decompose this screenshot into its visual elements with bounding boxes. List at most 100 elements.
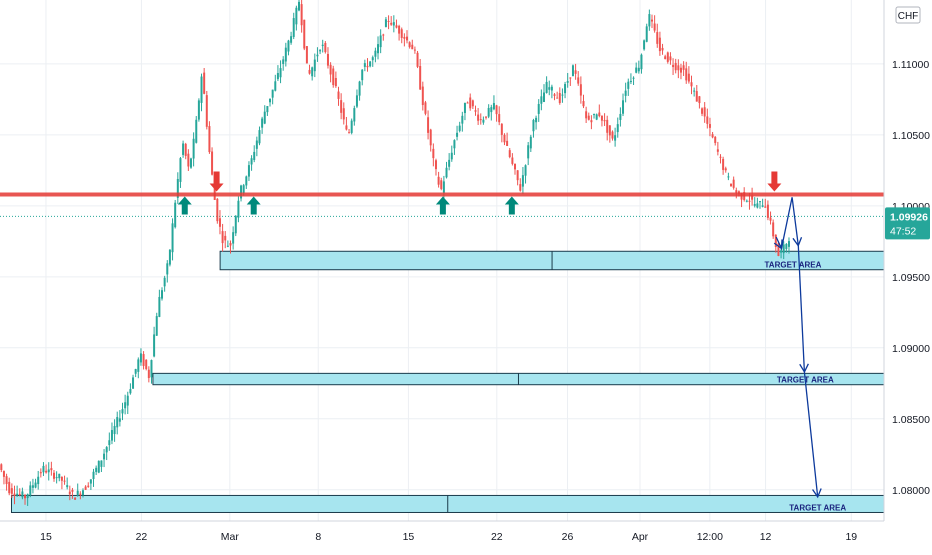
candle-body [627, 81, 630, 89]
candle-body [253, 151, 256, 160]
candle-body [255, 140, 258, 149]
candle-body [68, 491, 71, 495]
candle-body [664, 56, 667, 60]
candle-body [737, 191, 740, 194]
time-axis[interactable]: 15 22 Mar 8 15 22 26 Apr 12:00 12 19 [0, 520, 932, 550]
candle-body [390, 22, 393, 25]
candle-body [42, 465, 45, 473]
candle-body [358, 81, 361, 96]
candle-body [271, 89, 274, 98]
candle-body [371, 57, 374, 61]
time-tick-label: 26 [562, 531, 574, 543]
candle-body [748, 200, 751, 202]
candle-body [701, 108, 704, 114]
candle-body [37, 476, 40, 485]
candle-body [26, 494, 29, 499]
candle-body [553, 94, 556, 96]
candle-body [408, 42, 411, 48]
candle-body [161, 290, 164, 299]
currency-label: CHF [898, 11, 919, 22]
candle-body [514, 164, 517, 170]
candle-body [89, 479, 92, 484]
candle-body [759, 201, 762, 203]
candle-body [121, 409, 124, 414]
candle-body [724, 168, 727, 171]
candle-body [97, 460, 100, 473]
currency-badge [895, 6, 921, 24]
candle-body [564, 84, 567, 94]
candle-body [195, 119, 198, 143]
candle-body [558, 93, 561, 103]
candle-body [377, 44, 380, 54]
candle-body [521, 175, 524, 187]
candle-body [619, 113, 622, 120]
candle-body [719, 156, 722, 158]
candle-body [16, 493, 19, 496]
candle-body [21, 491, 24, 498]
candle-body [419, 65, 422, 90]
candle-body [582, 101, 585, 107]
candle-body [614, 135, 617, 141]
candle-body [303, 19, 306, 49]
candle-body [334, 78, 337, 87]
candle-body [766, 204, 769, 218]
candle-body [751, 195, 754, 200]
candle-body [645, 26, 648, 42]
candle-body [287, 40, 290, 52]
candle-body [574, 70, 577, 74]
candle-body [732, 179, 735, 188]
candle-body [706, 116, 709, 124]
price-tag-value: 1.09926 [890, 211, 928, 223]
candle-body [182, 143, 185, 155]
candle-body [324, 42, 327, 53]
price-tick-label: 1.08000 [892, 485, 930, 497]
candle-body [764, 206, 767, 208]
candle-body [105, 447, 108, 453]
time-tick-label: Mar [221, 531, 240, 543]
candle-body [150, 360, 153, 378]
candle-body [211, 151, 214, 175]
candle-body [95, 467, 98, 472]
candle-body [629, 80, 632, 83]
candle-body [611, 131, 614, 139]
candle-body [785, 244, 788, 250]
projection-line [775, 197, 819, 497]
candle-body [384, 19, 387, 27]
candle-body [622, 100, 625, 114]
price-axis[interactable]: 1.080001.085001.090001.095001.100001.105… [883, 0, 932, 550]
candle-body [155, 316, 158, 336]
candle-body [290, 36, 293, 43]
candle-body [197, 100, 200, 120]
candle-body [369, 61, 372, 67]
time-tick-label: Apr [632, 531, 649, 543]
candle-body [374, 50, 377, 57]
candle-body [448, 159, 451, 167]
candle-body [224, 235, 227, 241]
candle-body [593, 114, 596, 116]
time-tick-label: 15 [40, 531, 52, 543]
candle-body [250, 158, 253, 165]
candle-body [66, 485, 69, 488]
candle-body [598, 112, 601, 117]
candle-body [550, 86, 553, 91]
candle-body [168, 249, 171, 265]
candle-body [458, 125, 461, 131]
candle-body [213, 180, 216, 200]
price-tick-label: 1.09000 [892, 343, 930, 355]
price-tag: 1.09926 47:52 [885, 207, 930, 240]
candle-body [656, 32, 659, 44]
candle-body [263, 111, 266, 124]
candle-body [595, 114, 598, 120]
candle-body [463, 102, 466, 114]
candle-body [116, 417, 119, 428]
candle-body [366, 65, 369, 68]
target-zone-label: TARGET AREA [765, 261, 822, 270]
candle-body [139, 353, 142, 363]
candle-body [319, 50, 322, 52]
candle-body [653, 23, 656, 31]
candle-body [469, 97, 472, 109]
candle-body [648, 14, 651, 27]
